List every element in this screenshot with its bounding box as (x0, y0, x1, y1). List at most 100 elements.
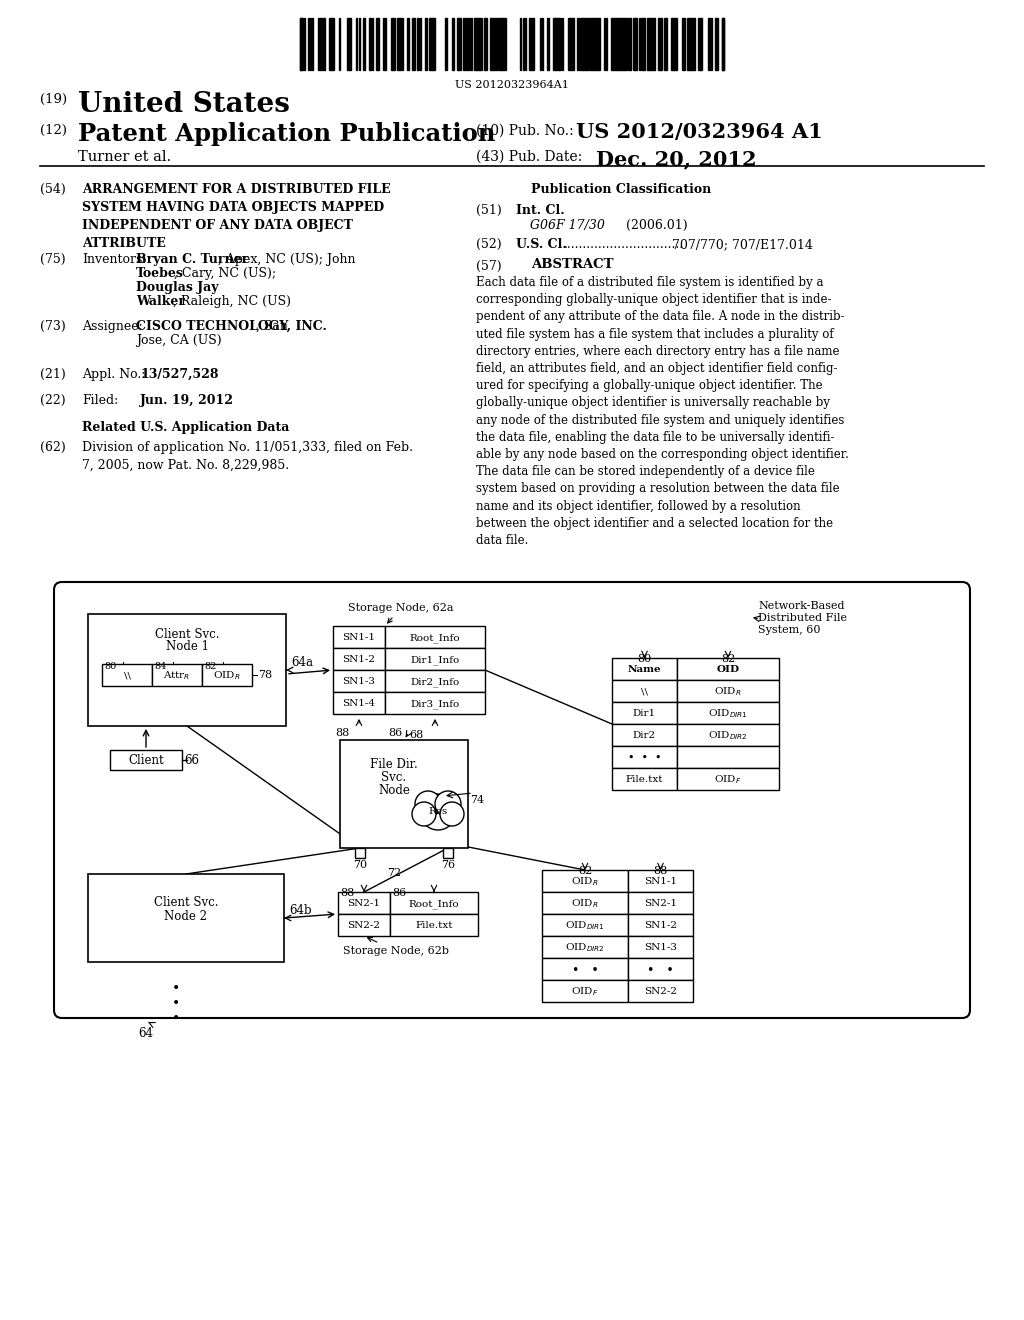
Text: G06F 17/30: G06F 17/30 (530, 219, 605, 232)
Bar (88, 874, 284, 962)
Text: 82: 82 (721, 653, 735, 664)
Text: Jose, CA (US): Jose, CA (US) (136, 334, 221, 347)
Text: Dir2: Dir2 (633, 731, 656, 741)
Bar (429, 18, 432, 70)
Text: 74: 74 (470, 795, 484, 805)
Bar (677, 657, 779, 680)
Bar (625, 18, 627, 70)
Text: United States: United States (78, 91, 290, 117)
Bar (385, 626, 485, 648)
Bar (417, 18, 419, 70)
Text: 88: 88 (653, 866, 668, 876)
Bar (570, 18, 572, 70)
Text: Publication Classification: Publication Classification (531, 183, 712, 195)
Text: (54): (54) (40, 183, 66, 195)
Text: OID$_R$: OID$_R$ (715, 685, 741, 698)
Bar (425, 18, 427, 70)
Bar (660, 18, 662, 70)
Text: Walker: Walker (136, 294, 185, 308)
Text: Svc.: Svc. (381, 771, 407, 784)
Text: Jun. 19, 2012: Jun. 19, 2012 (140, 393, 234, 407)
Text: Related U.S. Application Data: Related U.S. Application Data (82, 421, 290, 434)
Bar (612, 768, 677, 789)
Bar (542, 870, 628, 892)
Text: U.S. Cl.: U.S. Cl. (516, 238, 566, 251)
Text: 72: 72 (387, 869, 401, 878)
Bar (677, 746, 779, 768)
Text: (22): (22) (40, 393, 66, 407)
Text: Int. Cl.: Int. Cl. (516, 205, 564, 216)
Bar (349, 18, 351, 70)
Bar (690, 18, 693, 70)
Bar (641, 18, 643, 70)
Text: Each data file of a distributed file system is identified by a
corresponding glo: Each data file of a distributed file sys… (476, 276, 849, 546)
Text: , Raleigh, NC (US): , Raleigh, NC (US) (173, 294, 291, 308)
Bar (340, 741, 468, 847)
Bar (628, 936, 693, 958)
Text: (19): (19) (40, 92, 68, 106)
Text: SN2-1: SN2-1 (644, 899, 677, 908)
Text: ...............................: ............................... (564, 238, 684, 251)
Bar (716, 18, 718, 70)
Text: US 2012/0323964 A1: US 2012/0323964 A1 (575, 121, 822, 143)
Text: Dir1_Info: Dir1_Info (411, 655, 460, 665)
Text: 13/527,528: 13/527,528 (140, 368, 218, 381)
Bar (459, 18, 461, 70)
Text: Network-Based: Network-Based (758, 601, 845, 611)
Text: SN2-1: SN2-1 (347, 899, 381, 908)
Bar (628, 870, 693, 892)
Bar (674, 18, 676, 70)
Bar (556, 18, 558, 70)
FancyBboxPatch shape (54, 582, 970, 1018)
Bar (612, 746, 677, 768)
Text: OID$_F$: OID$_F$ (571, 986, 599, 998)
Bar (628, 892, 693, 913)
Text: (2006.01): (2006.01) (626, 219, 688, 232)
Bar (542, 913, 628, 936)
Text: SN1-3: SN1-3 (644, 944, 677, 953)
Bar (628, 958, 693, 979)
Bar (651, 18, 653, 70)
Text: Node: Node (378, 784, 410, 797)
Bar (504, 18, 506, 70)
Bar (470, 18, 472, 70)
Bar (390, 913, 478, 936)
Text: File.txt: File.txt (626, 776, 664, 784)
Text: 707/770; 707/E17.014: 707/770; 707/E17.014 (672, 238, 813, 251)
Bar (329, 18, 331, 70)
Bar (580, 18, 582, 70)
Circle shape (435, 791, 461, 817)
Text: SN2-2: SN2-2 (347, 921, 381, 931)
Text: Storage Node, 62a: Storage Node, 62a (348, 603, 454, 623)
Text: (10) Pub. No.:: (10) Pub. No.: (476, 124, 573, 139)
Text: , Cary, NC (US);: , Cary, NC (US); (174, 267, 276, 280)
Bar (577, 18, 579, 70)
Bar (479, 18, 482, 70)
Text: Dir2_Info: Dir2_Info (411, 677, 460, 686)
Bar (391, 18, 393, 70)
Bar (628, 979, 693, 1002)
Bar (530, 18, 534, 70)
Text: 76: 76 (441, 861, 455, 870)
Text: Toebes: Toebes (136, 267, 184, 280)
Text: 86: 86 (388, 729, 402, 738)
Bar (677, 702, 779, 723)
Bar (88, 614, 286, 726)
Bar (633, 18, 636, 70)
Text: Assignee:: Assignee: (82, 319, 142, 333)
Text: OID$_R$: OID$_R$ (571, 898, 599, 911)
Circle shape (415, 791, 441, 817)
Bar (485, 18, 487, 70)
Bar (413, 18, 415, 70)
Text: Distributed File: Distributed File (758, 612, 847, 623)
Text: Storage Node, 62b: Storage Node, 62b (343, 937, 449, 956)
Text: Client Svc.: Client Svc. (154, 896, 218, 909)
Bar (612, 657, 677, 680)
Bar (590, 18, 593, 70)
Text: SN1-2: SN1-2 (342, 656, 376, 664)
Text: OID$_F$: OID$_F$ (715, 774, 741, 787)
Text: 64: 64 (138, 1027, 153, 1040)
Text: , San: , San (256, 319, 288, 333)
Text: •  •  •: • • • (628, 752, 662, 763)
Text: Inventors:: Inventors: (82, 253, 146, 267)
